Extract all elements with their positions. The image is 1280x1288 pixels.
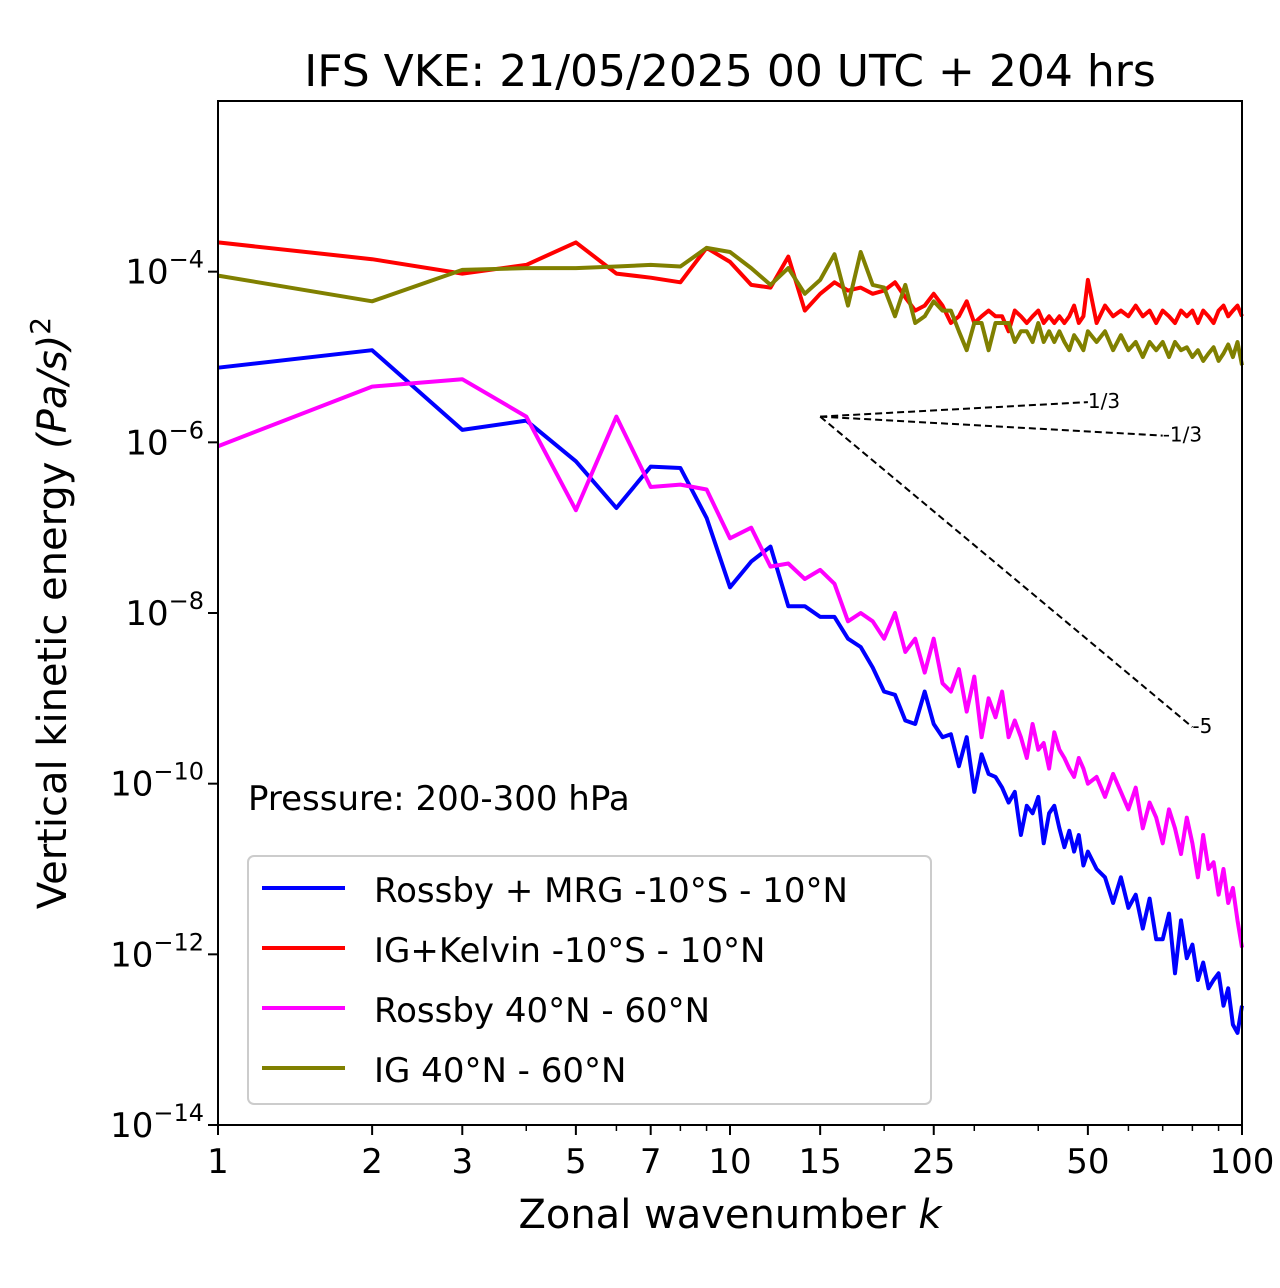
reference-line-1 (820, 415, 1163, 437)
series-ig-midlat-line (217, 245, 1244, 366)
legend-label-ig-kelvin: IG+Kelvin -10°S - 10°N (374, 931, 765, 971)
pressure-annotation: Pressure: 200-300 hPa (248, 779, 630, 819)
reference-line-label-2: -5 (1192, 714, 1212, 738)
legend-box (247, 855, 932, 1105)
y-tick-label-4: 10−6 (125, 416, 204, 463)
legend-label-rossby-mrg: Rossby + MRG -10°S - 10°N (374, 871, 848, 911)
legend-label-ig-midlat: IG 40°N - 60°N (374, 1051, 626, 1091)
y-tick-label-2: 10−10 (110, 758, 204, 805)
reference-line-label-1: -1/3 (1163, 423, 1202, 447)
x-tick-label-3: 5 (565, 1142, 587, 1182)
reference-line-label-0: 1/3 (1088, 389, 1120, 413)
series-rossby-mrg-line (217, 348, 1244, 1035)
chart-title: IFS VKE: 21/05/2025 00 UTC + 204 hrs (304, 46, 1156, 97)
reference-line-2 (819, 415, 1194, 728)
x-axis-label: Zonal wavenumber k (518, 1192, 943, 1238)
y-tick-label-0: 10−14 (110, 1099, 204, 1146)
reference-line-0 (820, 401, 1088, 418)
x-tick-label-4: 7 (640, 1142, 662, 1182)
y-tick-label-3: 10−8 (125, 587, 204, 634)
y-tick-label-5: 10−4 (125, 246, 204, 293)
plot-data: 1/3 -1/3 -5 (217, 240, 1244, 1035)
series-rossby-midlat-line (217, 377, 1244, 948)
x-tick-label-6: 15 (799, 1142, 842, 1182)
x-tick-label-7: 25 (912, 1142, 955, 1182)
x-tick-label-0: 1 (207, 1142, 229, 1182)
x-tick-label-8: 50 (1066, 1142, 1109, 1182)
x-tick-label-5: 10 (708, 1142, 751, 1182)
axis-ticks: 1 2 3 5 7 10 15 25 50 100 10−14 10−12 10−10 10−8 10−6 1… (110, 246, 1274, 1182)
legend-label-rossby-midlat: Rossby 40°N - 60°N (374, 991, 710, 1031)
x-tick-label-1: 2 (361, 1142, 383, 1182)
y-axis-label: Vertical kinetic energy (Pa/s)2 (24, 317, 76, 909)
y-tick-label-1: 10−12 (110, 928, 204, 975)
x-tick-label-9: 100 (1210, 1142, 1275, 1182)
x-tick-label-2: 3 (451, 1142, 473, 1182)
legend: Rossby + MRG -10°S - 10°N IG+Kelvin -10°… (247, 855, 932, 1105)
